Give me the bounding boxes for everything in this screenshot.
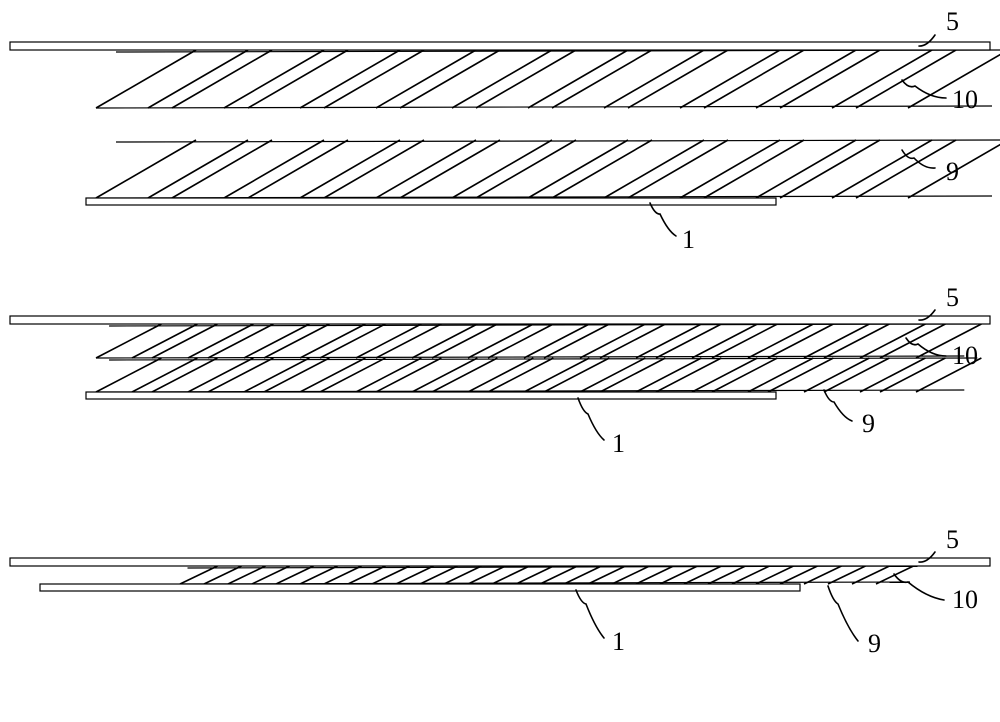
diagram-stage: 5 10 9 1 5 10 9 1 5 10 9 1 <box>0 0 1000 722</box>
leader-line <box>894 574 944 600</box>
layer-bar <box>86 392 776 399</box>
layer-bar <box>10 558 990 566</box>
ref-label: 5 <box>946 7 959 36</box>
hatch-band <box>96 140 1000 198</box>
leader-line <box>578 398 604 440</box>
ref-label: 9 <box>862 409 875 438</box>
layer-bar <box>10 316 990 324</box>
ref-label: 5 <box>946 283 959 312</box>
layer-bar <box>10 42 990 50</box>
leader-line <box>824 390 852 421</box>
leader-line <box>576 590 604 638</box>
hatch-band <box>96 358 981 392</box>
layer-bar <box>40 584 800 591</box>
hatch-band <box>96 324 981 358</box>
ref-label: 1 <box>612 429 625 458</box>
ref-label: 10 <box>952 85 978 114</box>
leader-line <box>828 586 858 641</box>
hatch-band <box>96 50 1000 108</box>
leader-line <box>902 150 935 168</box>
ref-label: 9 <box>946 157 959 186</box>
ref-label: 1 <box>612 627 625 656</box>
ref-label: 10 <box>952 585 978 614</box>
leader-line <box>650 203 676 236</box>
ref-label: 1 <box>682 225 695 254</box>
hatch-band <box>180 566 914 584</box>
ref-label: 5 <box>946 525 959 554</box>
layer-bar <box>86 198 776 205</box>
ref-label: 9 <box>868 629 881 658</box>
ref-label: 10 <box>952 341 978 370</box>
